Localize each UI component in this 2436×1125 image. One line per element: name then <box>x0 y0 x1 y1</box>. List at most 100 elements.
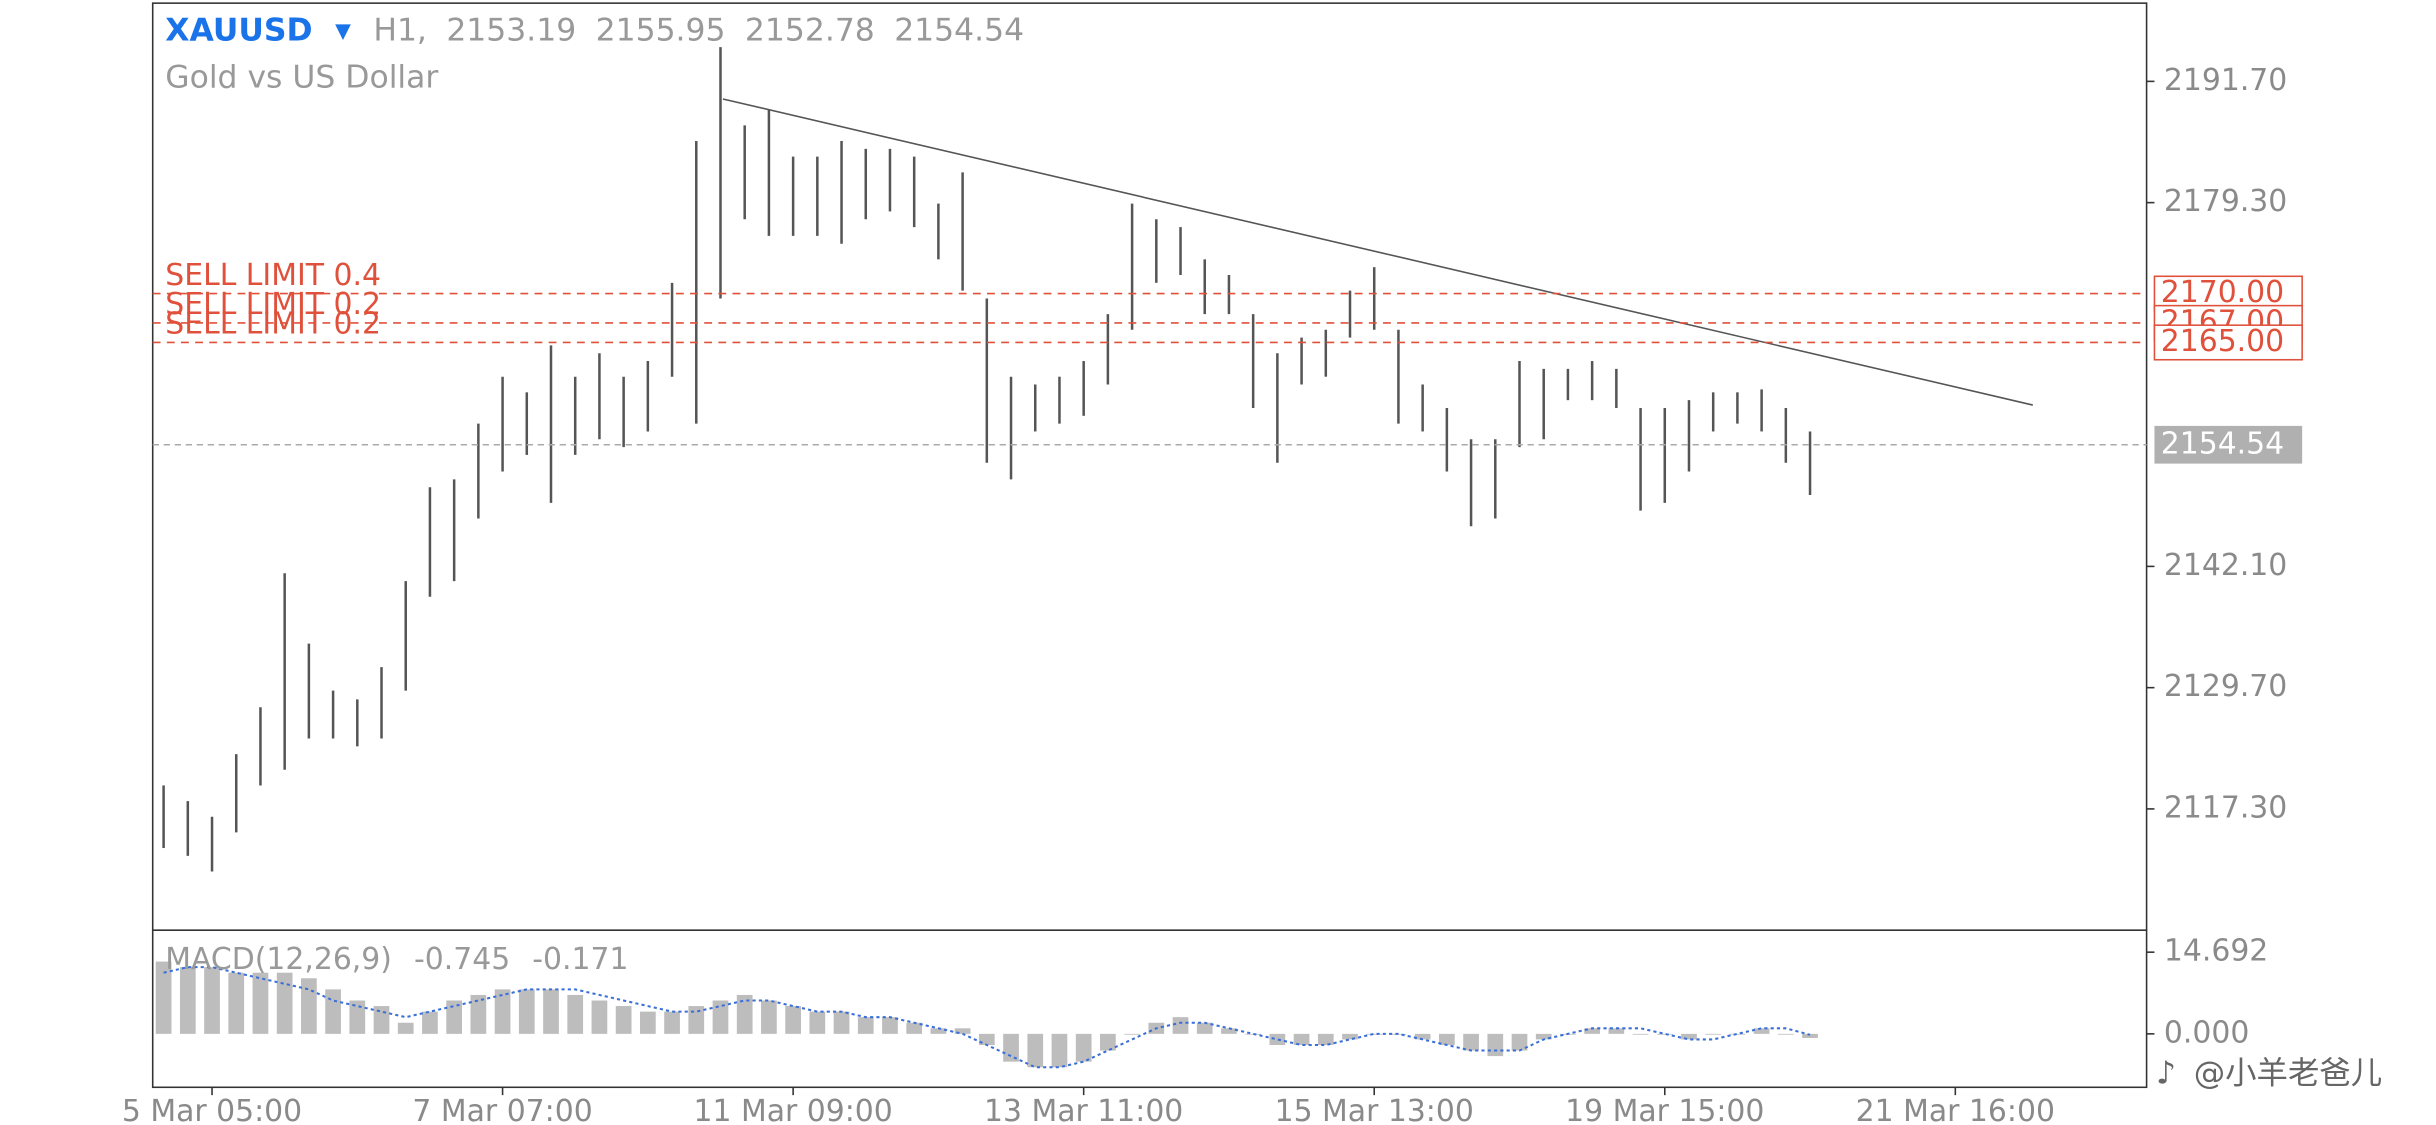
macd-histogram-bar <box>349 1000 366 1034</box>
macd-histogram-bar <box>1172 1017 1189 1034</box>
macd-histogram-bar <box>1608 1028 1625 1034</box>
y-tick-label: 0.000 <box>2164 1015 2249 1050</box>
x-tick-label: 13 Mar 11:00 <box>984 1094 1183 1125</box>
macd-histogram-bar <box>785 1006 801 1034</box>
macd-histogram-bar <box>325 989 341 1034</box>
macd-histogram-bar <box>1051 1033 1068 1068</box>
macd-histogram-bar <box>1439 1033 1455 1045</box>
timeframe: H1, <box>373 12 427 48</box>
high-price: 2155.95 <box>596 12 726 48</box>
macd-histogram-bar <box>518 989 535 1034</box>
y-tick-label: 2191.70 <box>2164 63 2287 98</box>
macd-histogram-bar <box>930 1028 947 1034</box>
watermark: ♪ @小羊老爸儿 <box>2156 1056 2382 1092</box>
y-tick-label: 2142.10 <box>2164 548 2287 583</box>
macd-signal-line <box>163 966 1811 1069</box>
order-price-box <box>2153 324 2303 361</box>
macd-histogram-bar <box>1293 1033 1310 1045</box>
macd-histogram-bar <box>954 1028 971 1034</box>
macd-histogram-bar <box>1027 1033 1044 1068</box>
macd-title: MACD(12,26,9) <box>165 942 392 977</box>
symbol-description: Gold vs US Dollar <box>165 60 438 96</box>
macd-histogram-bar <box>276 972 293 1034</box>
macd-main-value: -0.745 <box>414 942 510 977</box>
macd-histogram-bar <box>1705 1033 1722 1035</box>
macd-histogram-bar <box>179 967 196 1034</box>
macd-histogram-bar <box>761 1000 777 1034</box>
macd-signal-value: -0.171 <box>532 942 628 977</box>
macd-histogram-bar <box>978 1033 995 1045</box>
x-tick-label: 21 Mar 16:00 <box>1856 1094 2055 1125</box>
macd-histogram-bar <box>639 1011 656 1034</box>
x-tick-label: 19 Mar 15:00 <box>1565 1094 1764 1125</box>
macd-histogram-bar <box>1100 1033 1116 1051</box>
macd-histogram-bar <box>422 1011 438 1034</box>
order-level-label: SELL LIMIT 0.2 <box>165 307 381 342</box>
open-price: 2153.19 <box>446 12 576 48</box>
macd-histogram-bar <box>1245 1033 1262 1035</box>
macd-histogram-bar <box>1221 1028 1237 1034</box>
macd-histogram-bar <box>204 967 220 1034</box>
last-price-label: 2154.54 <box>2161 426 2284 461</box>
macd-histogram-bar <box>1414 1033 1431 1040</box>
macd-histogram-bar <box>1632 1033 1649 1035</box>
watermark-text: @小羊老爸儿 <box>2194 1056 2382 1092</box>
macd-histogram-bar <box>591 1000 608 1034</box>
macd-histogram-bar <box>882 1017 898 1034</box>
macd-histogram-bar <box>373 1006 390 1034</box>
macd-histogram-bar <box>736 994 753 1034</box>
macd-histogram-bar <box>1535 1033 1552 1040</box>
macd-histogram-bar <box>1511 1033 1528 1051</box>
y-tick-label: 2117.30 <box>2164 790 2287 825</box>
watermark-icon: ♪ <box>2156 1056 2176 1092</box>
y-tick-label: 2129.70 <box>2164 669 2287 704</box>
macd-histogram-bar <box>155 961 172 1034</box>
macd-histogram-bar <box>857 1017 874 1034</box>
macd-histogram-bar <box>1681 1033 1697 1040</box>
macd-histogram-bar <box>1003 1033 1019 1062</box>
macd-histogram-bar <box>1196 1022 1213 1034</box>
order-price-label: 2165.00 <box>2161 324 2284 359</box>
macd-histogram-bar <box>1487 1033 1504 1057</box>
macd-histogram-bar <box>1075 1033 1092 1062</box>
macd-histogram-bar <box>1777 1033 1794 1035</box>
macd-histogram-bar <box>301 978 317 1034</box>
macd-histogram-bar <box>906 1022 923 1034</box>
macd-histogram-bar <box>494 989 511 1034</box>
y-tick-label: 2179.30 <box>2164 184 2287 219</box>
x-tick-label: 15 Mar 13:00 <box>1275 1094 1474 1125</box>
close-price: 2154.54 <box>894 12 1024 48</box>
last-price-box <box>2154 425 2303 464</box>
macd-histogram-bar <box>615 1006 632 1034</box>
macd-histogram-bar <box>397 1022 414 1034</box>
macd-histogram-bar <box>1124 1033 1140 1035</box>
trendline <box>722 98 2033 406</box>
macd-histogram-bar <box>228 972 245 1034</box>
macd-histogram-bar <box>543 989 559 1034</box>
x-tick-label: 11 Mar 09:00 <box>693 1094 892 1125</box>
macd-histogram-bar <box>1656 1033 1673 1035</box>
macd-histogram-bar <box>567 994 584 1034</box>
macd-histogram-bar <box>688 1006 705 1034</box>
order-level-label: SELL LIMIT 0.4 <box>165 258 381 293</box>
macd-histogram-bar <box>1584 1028 1600 1034</box>
symbol-dropdown[interactable]: ▼ <box>335 18 351 42</box>
macd-histogram-bar <box>446 1000 463 1034</box>
x-tick-label: 5 Mar 05:00 <box>122 1094 302 1125</box>
chart-frame <box>151 2 2148 1089</box>
header-line: XAUUSD ▼ H1, 2153.19 2155.95 2152.78 215… <box>165 12 1024 48</box>
macd-header: MACD(12,26,9) -0.745 -0.171 <box>165 942 628 977</box>
macd-histogram-bar <box>833 1011 850 1034</box>
macd-histogram-bar <box>252 972 269 1034</box>
symbol[interactable]: XAUUSD <box>165 12 312 48</box>
macd-histogram-bar <box>1342 1033 1358 1040</box>
macd-histogram-bar <box>809 1011 826 1034</box>
macd-histogram-bar <box>712 1000 729 1034</box>
macd-histogram-bar <box>470 994 487 1034</box>
macd-histogram-bar <box>1463 1033 1479 1051</box>
macd-histogram-bar <box>664 1011 680 1034</box>
macd-histogram-bar <box>1802 1033 1818 1039</box>
plot-area: 2191.70 2179.30 2142.10 2129.70 2117.30 5 Mar… <box>122 47 2303 1125</box>
